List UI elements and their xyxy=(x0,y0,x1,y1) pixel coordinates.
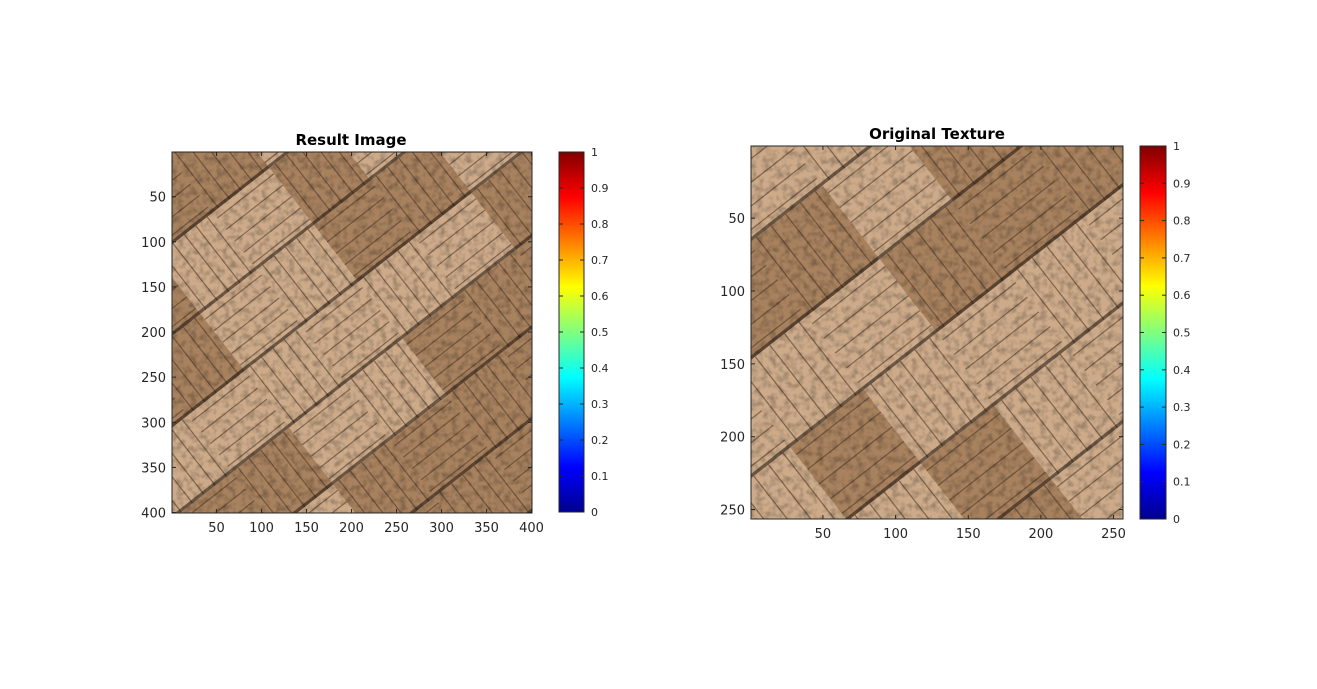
colorbar-tick-label: 0.7 xyxy=(1173,252,1191,265)
y-tick-label: 50 xyxy=(728,212,745,227)
colorbar-tick-label: 0.3 xyxy=(591,398,609,411)
x-tick-label: 50 xyxy=(815,527,832,542)
colorbar-tick-label: 0.1 xyxy=(591,470,609,483)
colorbar-tick-label: 0.6 xyxy=(591,290,609,303)
y-tick-label: 150 xyxy=(141,281,166,296)
panel-result-image: Result Image 50 100 150 200 250 300 350 400 50 1… xyxy=(141,131,609,536)
y-tick-label: 100 xyxy=(141,236,166,251)
texture-image xyxy=(172,152,532,513)
x-axis: 50 100 150 200 250 300 350 400 xyxy=(208,152,544,536)
image-plot-area xyxy=(171,151,533,514)
y-tick-label: 200 xyxy=(141,326,166,341)
colorbar-tick-label: 0.5 xyxy=(1173,327,1191,340)
x-tick-label: 150 xyxy=(956,527,981,542)
colorbar-tick-label: 0.1 xyxy=(1173,476,1191,489)
colorbar-tick-label: 0.2 xyxy=(1173,438,1191,451)
y-tick-label: 250 xyxy=(720,504,745,519)
y-tick-label: 150 xyxy=(720,358,745,373)
chart-title: Result Image xyxy=(295,131,406,149)
x-tick-label: 250 xyxy=(1101,527,1126,542)
colorbar-tick-label: 0.9 xyxy=(1173,177,1191,190)
x-tick-label: 150 xyxy=(294,521,319,536)
colorbar-tick-label: 0 xyxy=(1173,513,1180,526)
y-tick-label: 350 xyxy=(141,461,166,476)
x-tick-label: 200 xyxy=(339,521,364,536)
x-tick-label: 50 xyxy=(208,521,225,536)
axes-box xyxy=(750,145,1124,520)
colorbar-tick-label: 0.9 xyxy=(591,182,609,195)
x-tick-label: 300 xyxy=(429,521,454,536)
colorbar-ticks: 0 0.1 0.2 0.3 0.4 0.5 0.6 0.7 0.8 0.9 1 xyxy=(1140,140,1191,526)
texture-image xyxy=(751,146,1123,519)
colorbar-tick-label: 1 xyxy=(591,146,598,159)
colorbar-tick-label: 0.2 xyxy=(591,434,609,447)
y-axis: 50 100 150 200 250 xyxy=(720,212,1123,519)
colorbar-gradient xyxy=(1140,146,1166,519)
x-tick-label: 400 xyxy=(519,521,544,536)
y-tick-label: 50 xyxy=(149,191,166,206)
x-tick-label: 250 xyxy=(384,521,409,536)
colorbar-tick-label: 0.6 xyxy=(1173,289,1191,302)
colorbar-tick-label: 1 xyxy=(1173,140,1180,153)
colorbar-gradient xyxy=(559,152,584,512)
y-tick-label: 250 xyxy=(141,371,166,386)
colorbar: 0 0.1 0.2 0.3 0.4 0.5 0.6 0.7 0.8 0.9 1 xyxy=(558,146,609,519)
colorbar-tick-label: 0.4 xyxy=(591,362,609,375)
colorbar: 0 0.1 0.2 0.3 0.4 0.5 0.6 0.7 0.8 0.9 1 xyxy=(1139,140,1191,526)
y-tick-label: 300 xyxy=(141,416,166,431)
colorbar-tick-label: 0.5 xyxy=(591,326,609,339)
y-tick-label: 400 xyxy=(141,507,166,522)
colorbar-tick-label: 0.3 xyxy=(1173,401,1191,414)
x-tick-label: 350 xyxy=(474,521,499,536)
panel-original-texture: Original Texture 50 100 150 200 250 50100150… xyxy=(720,125,1191,542)
colorbar-tick-label: 0.7 xyxy=(591,254,609,267)
colorbar-tick-label: 0.8 xyxy=(1173,215,1191,228)
x-tick-label: 200 xyxy=(1028,527,1053,542)
image-plot-area xyxy=(750,145,1124,520)
colorbar-tick-label: 0 xyxy=(591,506,598,519)
y-axis: 50 100 150 200 250 300 350 400 xyxy=(141,191,532,522)
x-axis: 50 100 150 200 250 xyxy=(815,146,1126,542)
x-tick-label: 100 xyxy=(883,527,908,542)
colorbar-tick-label: 0.8 xyxy=(591,218,609,231)
colorbar-tick-label: 0.4 xyxy=(1173,364,1191,377)
colorbar-ticks: 0 0.1 0.2 0.3 0.4 0.5 0.6 0.7 0.8 0.9 1 xyxy=(559,146,609,519)
y-tick-label: 100 xyxy=(720,285,745,300)
chart-title: Original Texture xyxy=(869,125,1005,143)
y-tick-label: 200 xyxy=(720,431,745,446)
x-tick-label: 100 xyxy=(249,521,274,536)
